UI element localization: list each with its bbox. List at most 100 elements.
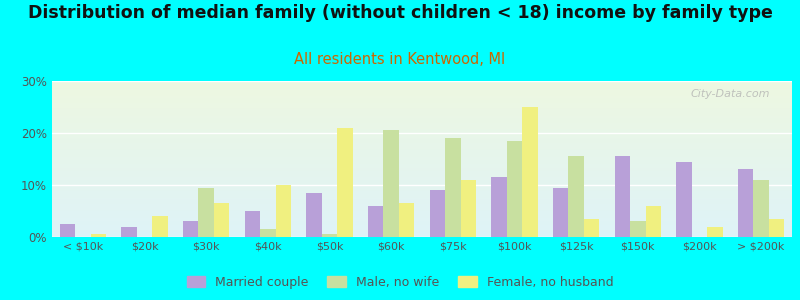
Bar <box>52 84 792 85</box>
Bar <box>52 227 792 228</box>
Bar <box>52 118 792 119</box>
Bar <box>52 159 792 160</box>
Bar <box>52 144 792 145</box>
Bar <box>52 183 792 184</box>
Bar <box>52 87 792 88</box>
Bar <box>52 210 792 211</box>
Bar <box>52 235 792 236</box>
Bar <box>430 190 445 237</box>
Bar <box>569 156 584 237</box>
Bar <box>52 215 792 216</box>
Bar <box>52 90 792 91</box>
Bar <box>52 116 792 117</box>
Bar <box>52 180 792 181</box>
Bar <box>52 139 792 140</box>
Bar <box>52 115 792 116</box>
Bar <box>52 82 792 83</box>
Bar <box>52 102 792 103</box>
Bar <box>52 179 792 180</box>
Bar <box>322 234 338 237</box>
Bar <box>769 219 784 237</box>
Bar <box>52 138 792 139</box>
Bar <box>52 143 792 144</box>
Bar <box>52 212 792 213</box>
Bar <box>52 181 792 182</box>
Bar <box>52 134 792 135</box>
Bar <box>522 107 538 237</box>
Bar <box>52 222 792 223</box>
Text: City-Data.com: City-Data.com <box>690 89 770 99</box>
Bar <box>52 141 792 142</box>
Bar <box>553 188 569 237</box>
Bar <box>52 128 792 129</box>
Bar <box>52 177 792 178</box>
Text: Distribution of median family (without children < 18) income by family type: Distribution of median family (without c… <box>27 4 773 22</box>
Bar <box>52 119 792 120</box>
Bar <box>52 96 792 97</box>
Bar <box>183 221 198 237</box>
Bar <box>52 148 792 149</box>
Bar <box>52 220 792 221</box>
Bar <box>60 224 75 237</box>
Bar <box>52 156 792 157</box>
Bar <box>338 128 353 237</box>
Bar <box>52 121 792 122</box>
Bar <box>52 165 792 166</box>
Bar <box>52 199 792 200</box>
Bar <box>306 193 322 237</box>
Bar <box>52 187 792 188</box>
Bar <box>52 189 792 190</box>
Bar <box>52 127 792 128</box>
Bar <box>152 216 168 237</box>
Bar <box>52 233 792 234</box>
Bar <box>52 168 792 169</box>
Bar <box>614 156 630 237</box>
Bar <box>52 174 792 175</box>
Bar <box>52 150 792 151</box>
Bar <box>52 166 792 167</box>
Bar <box>52 184 792 185</box>
Bar <box>646 206 661 237</box>
Bar <box>630 221 646 237</box>
Bar <box>52 236 792 237</box>
Bar <box>676 162 692 237</box>
Bar <box>52 86 792 87</box>
Bar <box>754 180 769 237</box>
Bar <box>52 149 792 150</box>
Bar <box>52 161 792 162</box>
Bar <box>52 164 792 165</box>
Bar <box>52 95 792 96</box>
Bar <box>52 202 792 203</box>
Text: All residents in Kentwood, MI: All residents in Kentwood, MI <box>294 52 506 68</box>
Bar <box>52 175 792 176</box>
Bar <box>52 190 792 191</box>
Bar <box>52 223 792 224</box>
Bar <box>52 126 792 127</box>
Bar <box>122 226 137 237</box>
Bar <box>52 123 792 124</box>
Bar <box>52 122 792 123</box>
Bar <box>52 230 792 231</box>
Bar <box>52 185 792 186</box>
Bar <box>245 211 260 237</box>
Bar <box>52 129 792 130</box>
Bar <box>52 186 792 187</box>
Bar <box>52 136 792 137</box>
Bar <box>52 114 792 115</box>
Bar <box>52 200 792 201</box>
Bar <box>90 234 106 237</box>
Bar <box>52 140 792 141</box>
Bar <box>52 153 792 154</box>
Bar <box>52 163 792 164</box>
Bar <box>52 135 792 136</box>
Bar <box>52 192 792 193</box>
Bar <box>383 130 399 237</box>
Bar <box>52 109 792 110</box>
Bar <box>275 185 291 237</box>
Bar <box>52 209 792 210</box>
Bar <box>52 221 792 222</box>
Bar <box>52 216 792 217</box>
Bar <box>52 225 792 226</box>
Bar <box>52 125 792 126</box>
Bar <box>52 208 792 209</box>
